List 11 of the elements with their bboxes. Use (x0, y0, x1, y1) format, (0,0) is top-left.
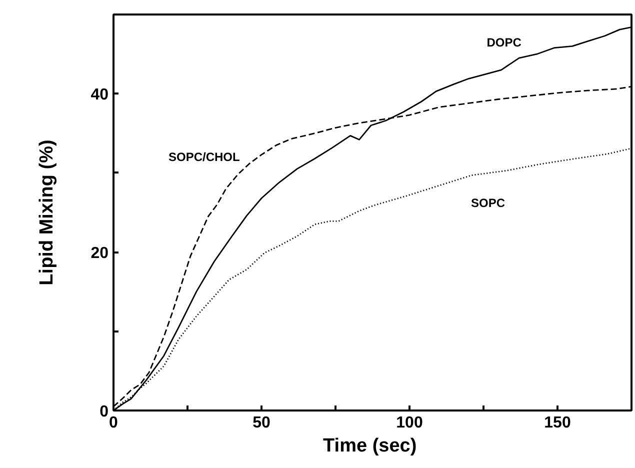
series-label: SOPC (471, 196, 506, 210)
y-tick-label: 20 (90, 245, 109, 262)
x-tick-label: 100 (396, 414, 423, 432)
y-tick-label: 0 (100, 404, 109, 420)
y-tick-label: 40 (90, 86, 109, 104)
x-tick-label: 150 (544, 414, 571, 432)
y-axis-title: Lipid Mixing (%) (36, 140, 58, 286)
series-label: DOPC (486, 36, 522, 50)
x-tick-label: 50 (252, 414, 270, 432)
x-axis-title: Time (sec) (323, 436, 417, 456)
series-label: SOPC/CHOL (168, 150, 240, 164)
